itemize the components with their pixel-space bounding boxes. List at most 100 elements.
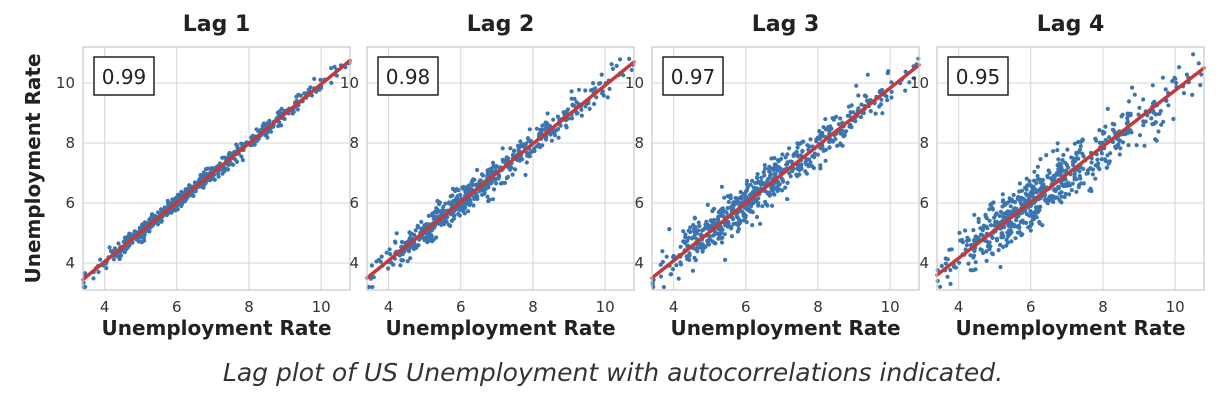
data-point (227, 150, 232, 156)
data-point (1069, 188, 1074, 193)
y-tick-label: 8 (634, 134, 644, 152)
data-point (978, 247, 983, 252)
data-point (693, 258, 698, 263)
data-point (755, 172, 760, 177)
data-point (765, 178, 770, 183)
data-point (478, 178, 483, 183)
x-tick-label: 6 (741, 298, 751, 316)
data-point (844, 129, 849, 134)
data-point (96, 269, 101, 275)
data-point (737, 200, 742, 205)
data-point (125, 245, 130, 250)
data-point (475, 196, 480, 201)
y-tick-label: 10 (625, 74, 644, 92)
data-point (98, 257, 103, 262)
data-point (978, 226, 983, 231)
data-point (399, 258, 404, 263)
data-point (1021, 197, 1026, 202)
data-point (424, 222, 429, 227)
data-point (1056, 167, 1061, 172)
x-axis-label: Unemployment Rate (385, 316, 615, 340)
data-point (795, 166, 800, 171)
x-tick-label: 6 (172, 298, 182, 316)
data-point (727, 194, 732, 199)
data-point (957, 230, 962, 235)
data-point (762, 163, 767, 168)
data-point (1065, 147, 1070, 152)
data-point (838, 116, 843, 121)
data-point (1107, 135, 1112, 140)
y-tick-label: 4 (349, 254, 359, 272)
data-point (1059, 200, 1064, 205)
data-point (690, 268, 696, 273)
data-point (1000, 244, 1006, 250)
data-point (295, 107, 300, 112)
data-point (879, 97, 884, 102)
data-point (1070, 162, 1076, 168)
data-point (81, 280, 86, 285)
data-point (744, 220, 749, 225)
data-point (408, 256, 413, 261)
data-point (184, 196, 189, 201)
data-point (986, 240, 991, 246)
data-point (976, 216, 981, 221)
data-point (729, 234, 735, 239)
data-point (1136, 112, 1141, 117)
data-point (379, 254, 384, 259)
data-point (847, 113, 852, 118)
data-point (1060, 158, 1065, 163)
data-point (1028, 228, 1033, 233)
data-point (1047, 198, 1052, 203)
data-point (122, 235, 127, 240)
data-point (823, 158, 828, 163)
data-point (1198, 83, 1203, 88)
data-point (688, 229, 693, 235)
data-point (710, 233, 716, 238)
data-point (276, 123, 281, 129)
data-point (117, 256, 122, 262)
regression-line (650, 63, 921, 280)
data-point (766, 190, 772, 195)
data-point (696, 220, 701, 225)
data-point (537, 145, 543, 150)
data-point (512, 148, 517, 153)
data-point (746, 208, 752, 213)
data-point (965, 235, 970, 240)
data-point (104, 266, 109, 271)
data-point (1156, 129, 1161, 134)
data-point (1001, 217, 1006, 222)
data-point (1196, 61, 1201, 66)
data-point (744, 182, 750, 187)
plot-frame (936, 46, 1205, 291)
data-point (618, 57, 623, 62)
data-point (830, 116, 835, 121)
data-point (1038, 204, 1043, 209)
data-point (945, 274, 950, 279)
data-point (754, 175, 760, 180)
data-point (1025, 183, 1030, 188)
data-point (1081, 154, 1086, 159)
data-point (576, 87, 582, 92)
data-point (972, 212, 977, 217)
data-point (1173, 76, 1178, 81)
data-point (569, 116, 575, 121)
data-point (437, 200, 442, 205)
data-point (783, 155, 788, 160)
data-point (713, 241, 718, 246)
data-point (599, 72, 604, 77)
data-point (329, 80, 334, 85)
data-point (795, 145, 800, 150)
data-point (729, 226, 734, 231)
data-point (523, 141, 529, 146)
data-point (972, 239, 977, 244)
data-point (1008, 198, 1013, 204)
data-point (685, 238, 690, 243)
data-point (938, 284, 943, 289)
regression-line (81, 58, 352, 282)
data-point (731, 221, 736, 227)
x-tick-label: 4 (100, 298, 110, 316)
data-point (427, 234, 432, 239)
data-point (885, 98, 890, 103)
data-point (443, 201, 448, 206)
